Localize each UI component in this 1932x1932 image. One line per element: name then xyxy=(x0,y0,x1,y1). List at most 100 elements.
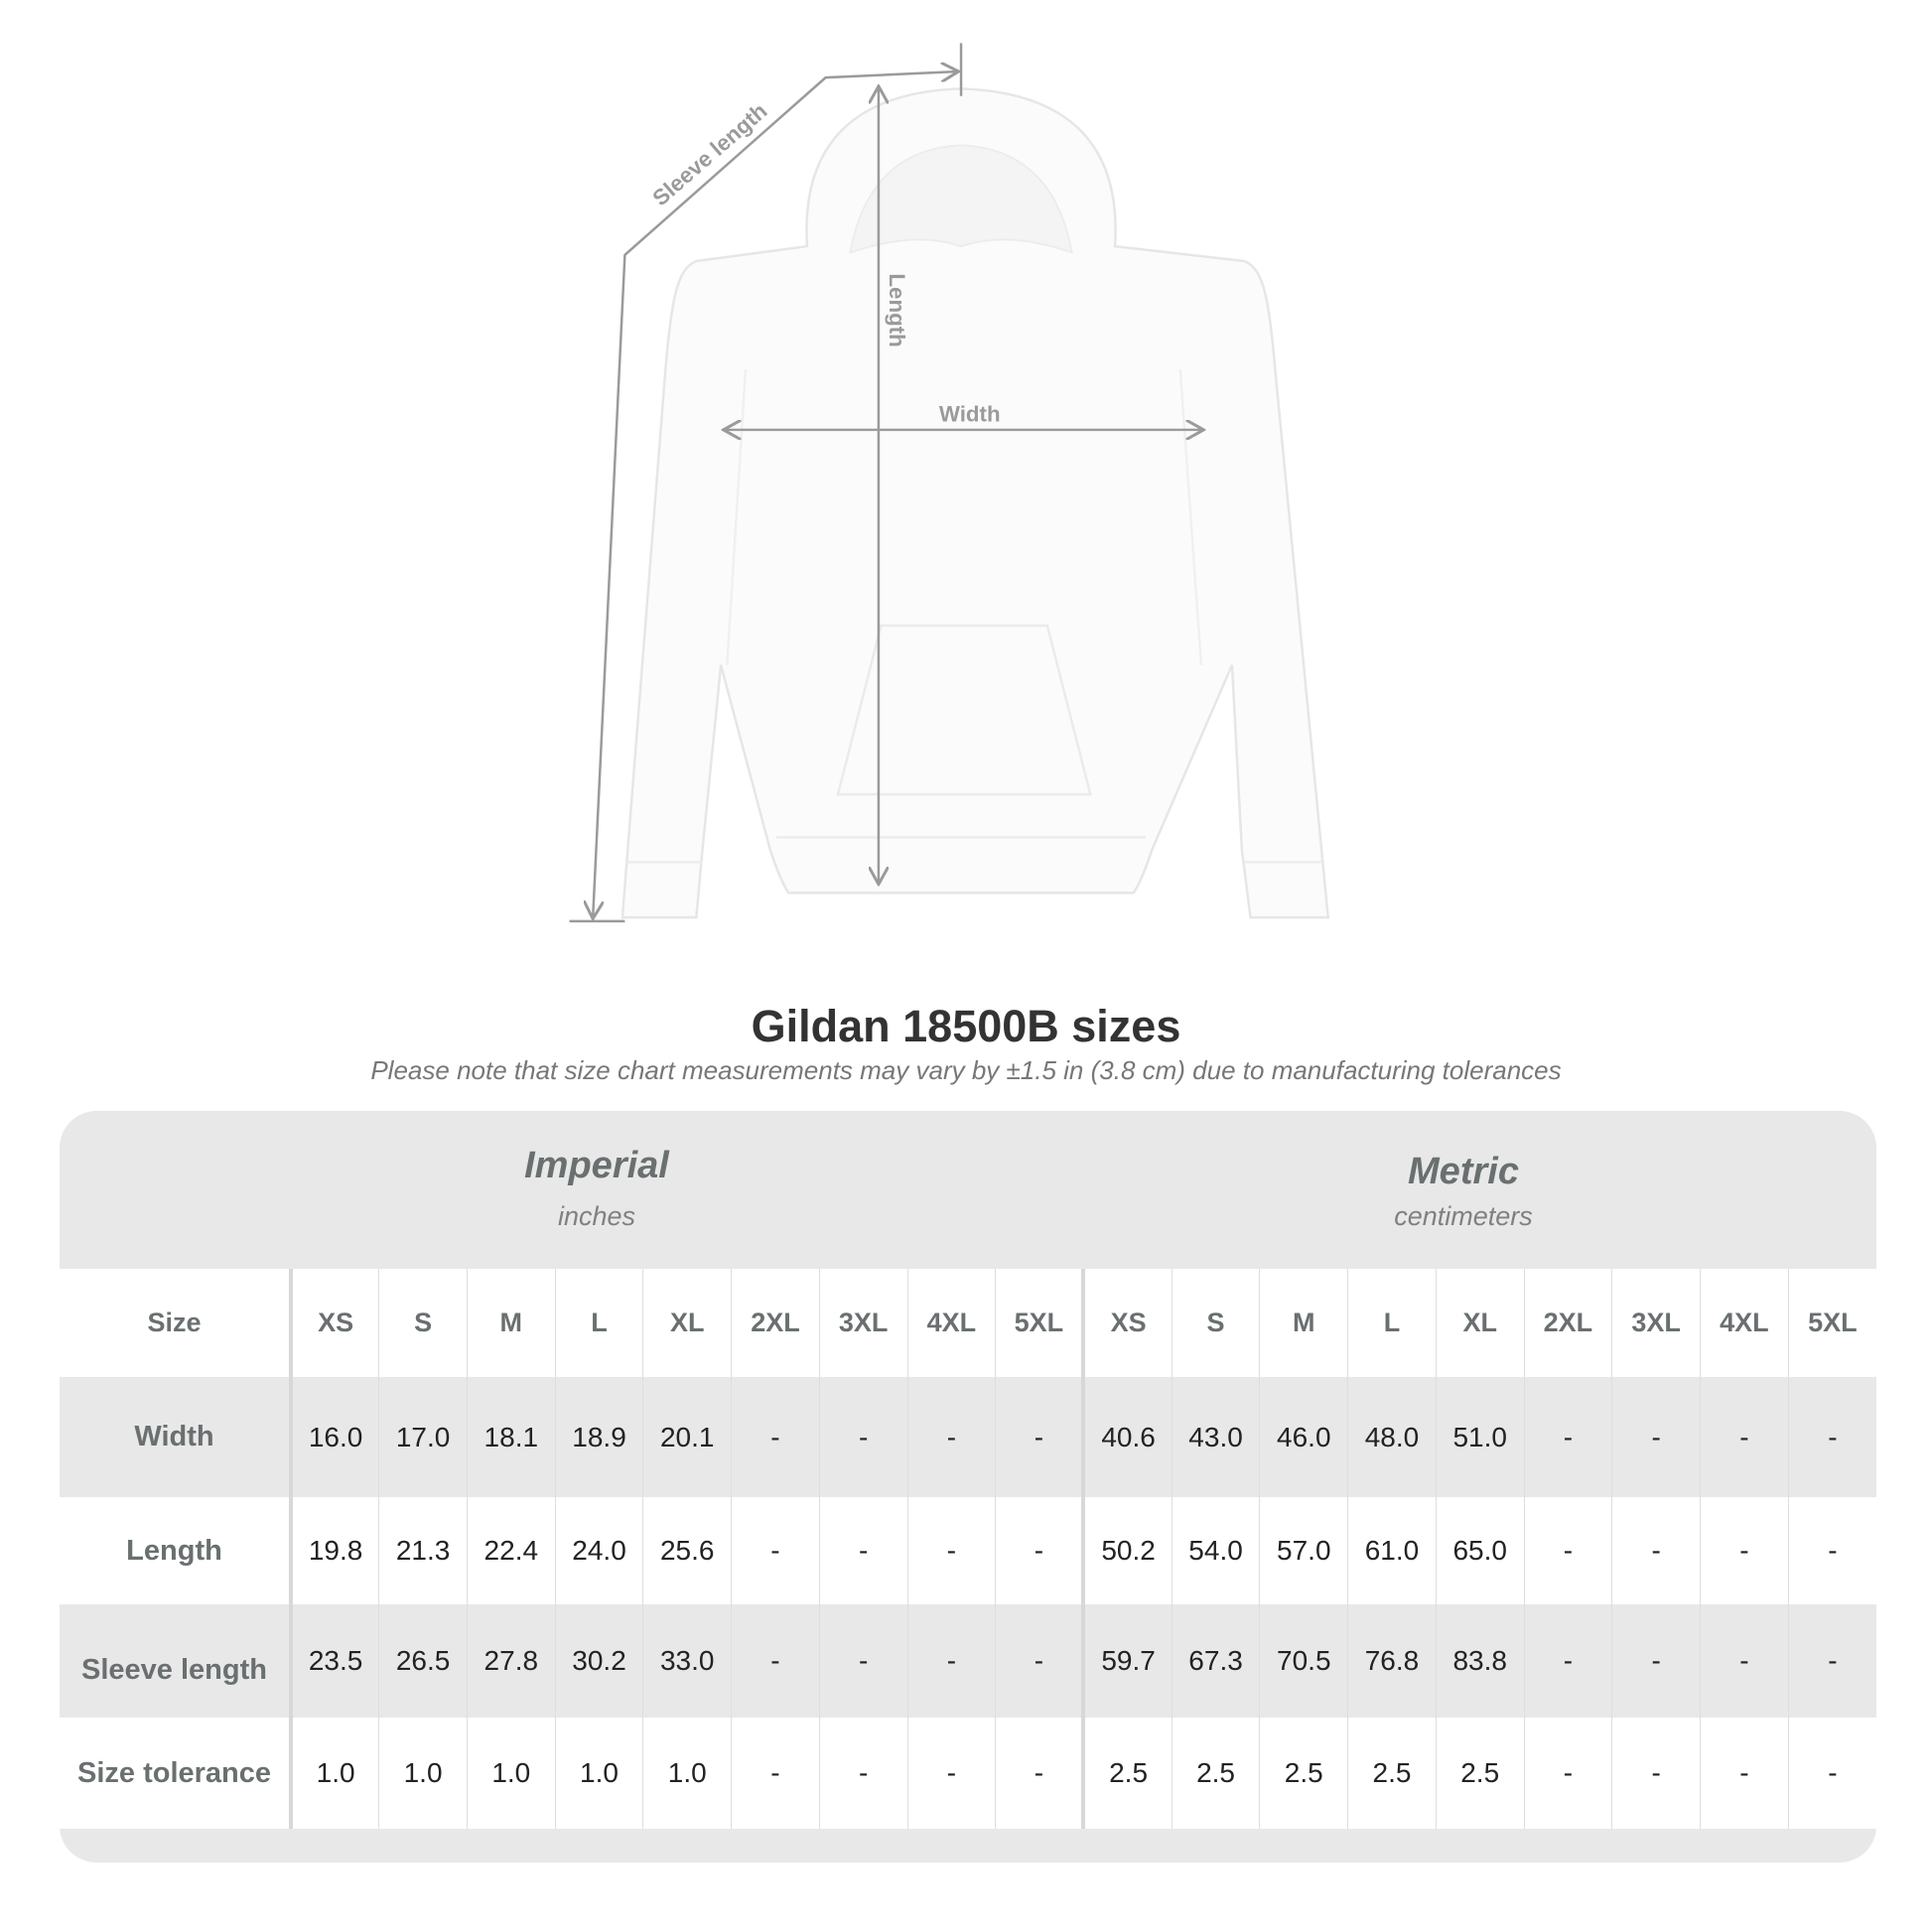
table-cell: 33.0 xyxy=(642,1604,732,1718)
measurement-lines xyxy=(569,43,1204,923)
tolerance-note: Please note that size chart measurements… xyxy=(370,1055,1562,1085)
table-cell: - xyxy=(995,1377,1084,1497)
metric-size-s: S xyxy=(1171,1269,1260,1377)
table-row: Sleeve length 23.5 26.5 27.8 30.2 33.0- - - -59.… xyxy=(60,1604,1876,1718)
table-cell: - xyxy=(1523,1377,1612,1497)
table-cell: 51.0 xyxy=(1435,1377,1525,1497)
table-cell: - xyxy=(906,1718,996,1829)
size-table: Size XS S M L XL 2XL 3XL 4XL 5XL XS S M L XL 2XL 3XL 4XL 5… xyxy=(60,1269,1876,1829)
table-cell: - xyxy=(1700,1497,1789,1604)
metric-size-4xl: 4XL xyxy=(1700,1269,1789,1377)
table-cell: 76.8 xyxy=(1347,1604,1437,1718)
table-cell: 19.8 xyxy=(290,1497,379,1604)
table-cell: 1.0 xyxy=(466,1718,556,1829)
table-cell: 1.0 xyxy=(290,1718,379,1829)
table-cell: 22.4 xyxy=(466,1497,556,1604)
metric-size-m: M xyxy=(1259,1269,1348,1377)
width-label: Width xyxy=(939,401,1001,426)
table-cell: - xyxy=(1787,1718,1876,1829)
table-cell: - xyxy=(1700,1377,1789,1497)
table-cell: 1.0 xyxy=(642,1718,732,1829)
imperial-header: Imperial inches xyxy=(249,1145,944,1232)
imperial-size-xl: XL xyxy=(642,1269,732,1377)
table-cell: - xyxy=(1787,1497,1876,1604)
imperial-size-2xl: 2XL xyxy=(731,1269,820,1377)
table-cell: 25.6 xyxy=(642,1497,732,1604)
table-row: Length 19.8 21.3 22.4 24.0 25.6- - - -50.2 54.0 57… xyxy=(60,1497,1876,1604)
table-cell: - xyxy=(818,1718,908,1829)
table-cell: 1.0 xyxy=(554,1718,643,1829)
metric-unit: centimeters xyxy=(1394,1201,1533,1231)
table-cell: 43.0 xyxy=(1171,1377,1260,1497)
table-cell: 24.0 xyxy=(554,1497,643,1604)
table-cell: - xyxy=(1523,1718,1612,1829)
table-cell: 67.3 xyxy=(1171,1604,1260,1718)
imperial-size-xs: XS xyxy=(290,1269,379,1377)
table-cell: 50.2 xyxy=(1081,1497,1173,1604)
table-cell: 27.8 xyxy=(466,1604,556,1718)
table-cell: 83.8 xyxy=(1435,1604,1525,1718)
table-cell: - xyxy=(818,1604,908,1718)
table-row: Size tolerance 1.0 1.0 1.0 1.0 1.0- - - -2.5 2.5 2… xyxy=(60,1718,1876,1829)
table-cell: 18.9 xyxy=(554,1377,643,1497)
imperial-unit: inches xyxy=(557,1201,636,1231)
table-cell: 2.5 xyxy=(1435,1718,1525,1829)
table-cell: 48.0 xyxy=(1347,1377,1437,1497)
metric-size-5xl: 5XL xyxy=(1787,1269,1876,1377)
table-cell: - xyxy=(995,1718,1084,1829)
table-cell: - xyxy=(1787,1604,1876,1718)
table-cell: - xyxy=(731,1377,820,1497)
table-cell: 23.5 xyxy=(290,1604,379,1718)
size-table-card: Imperial inches Metric centimeters Size X… xyxy=(60,1111,1876,1863)
table-cell: 17.0 xyxy=(378,1377,468,1497)
table-cell: 21.3 xyxy=(378,1497,468,1604)
hoodie-diagram: Sleeve length Length Width xyxy=(569,43,1330,923)
table-cell: 30.2 xyxy=(554,1604,643,1718)
imperial-size-s: S xyxy=(378,1269,468,1377)
table-cell: - xyxy=(1611,1377,1701,1497)
table-cell: 2.5 xyxy=(1259,1718,1348,1829)
imperial-title: Imperial xyxy=(524,1145,669,1186)
table-cell: 59.7 xyxy=(1081,1604,1173,1718)
table-cell: 18.1 xyxy=(466,1377,556,1497)
table-cell: - xyxy=(1611,1718,1701,1829)
table-cell: 54.0 xyxy=(1171,1497,1260,1604)
sleeve-length-label: Sleeve length xyxy=(648,98,772,210)
hoodie-illustration xyxy=(621,87,1330,919)
imperial-size-5xl: 5XL xyxy=(995,1269,1084,1377)
table-cell: - xyxy=(995,1604,1084,1718)
table-cell: 70.5 xyxy=(1259,1604,1348,1718)
table-cell: - xyxy=(731,1604,820,1718)
table-cell: 57.0 xyxy=(1259,1497,1348,1604)
metric-size-xs: XS xyxy=(1081,1269,1173,1377)
table-cell: 1.0 xyxy=(378,1718,468,1829)
row-label: Length xyxy=(60,1497,293,1604)
metric-header: Metric centimeters xyxy=(1116,1151,1811,1232)
row-label: Sleeve length xyxy=(60,1604,293,1718)
table-cell: 65.0 xyxy=(1435,1497,1525,1604)
metric-size-l: L xyxy=(1347,1269,1437,1377)
table-cell: 20.1 xyxy=(642,1377,732,1497)
table-cell: 2.5 xyxy=(1347,1718,1437,1829)
metric-size-2xl: 2XL xyxy=(1523,1269,1612,1377)
table-cell: - xyxy=(995,1497,1084,1604)
size-header-row: Size XS S M L XL 2XL 3XL 4XL 5XL XS S M L XL 2XL 3XL 4XL 5… xyxy=(60,1269,1876,1377)
table-cell: 61.0 xyxy=(1347,1497,1437,1604)
table-cell: - xyxy=(1611,1604,1701,1718)
metric-size-3xl: 3XL xyxy=(1611,1269,1701,1377)
imperial-size-l: L xyxy=(554,1269,643,1377)
table-cell: 16.0 xyxy=(290,1377,379,1497)
table-cell: 2.5 xyxy=(1081,1718,1173,1829)
table-cell: - xyxy=(1787,1377,1876,1497)
table-cell: - xyxy=(731,1718,820,1829)
row-label: Width xyxy=(60,1377,293,1497)
table-cell: 46.0 xyxy=(1259,1377,1348,1497)
table-cell: - xyxy=(1700,1604,1789,1718)
table-cell: - xyxy=(906,1497,996,1604)
table-cell: - xyxy=(906,1377,996,1497)
imperial-size-m: M xyxy=(466,1269,556,1377)
imperial-size-4xl: 4XL xyxy=(906,1269,996,1377)
table-cell: - xyxy=(818,1377,908,1497)
table-cell: - xyxy=(1700,1718,1789,1829)
table-cell: 26.5 xyxy=(378,1604,468,1718)
